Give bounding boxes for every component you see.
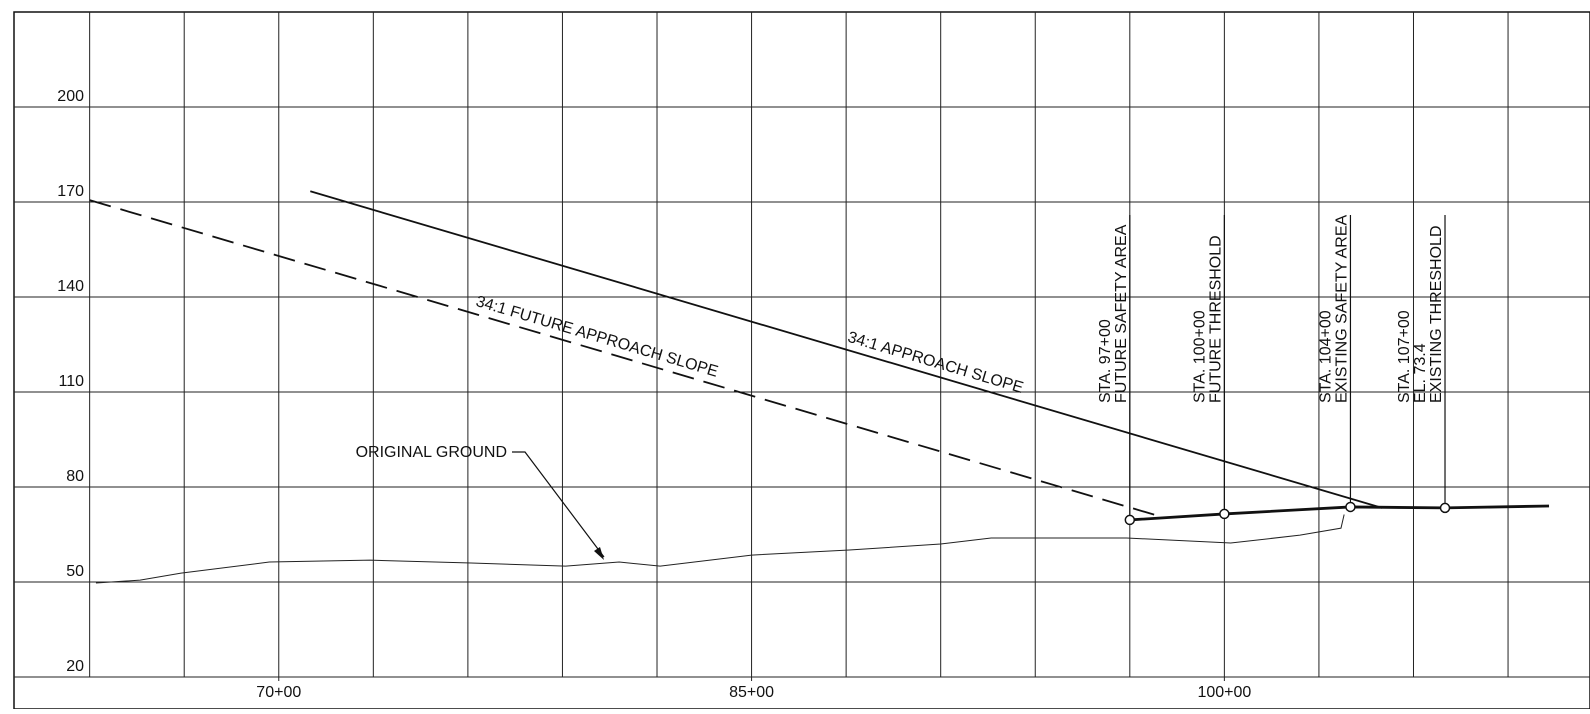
callout-arrow [512, 451, 605, 558]
series-line [1129, 504, 1550, 522]
y-tick-label: 110 [58, 373, 84, 390]
y-tick-label: 80 [66, 468, 84, 485]
callout-arrowhead [594, 547, 604, 560]
approach-slope-label: 34:1 APPROACH SLOPE [846, 329, 1026, 397]
x-tick-label: 85+00 [729, 684, 774, 701]
future-approach-slope-label: 34:1 FUTURE APPROACH SLOPE [474, 293, 720, 381]
original-ground-label: ORIGINAL GROUND [356, 444, 507, 461]
x-tick-label: 100+00 [1197, 684, 1251, 701]
y-tick-label: 170 [57, 183, 84, 200]
series-line [310, 190, 1383, 509]
station-label: STA. 100+00 [1191, 310, 1208, 403]
x-tick-label: 70+00 [256, 684, 301, 701]
y-tick-label: 20 [66, 658, 84, 675]
series-line [89, 199, 1162, 518]
station-marker [1219, 508, 1230, 520]
station-label: STA. 107+00 [1396, 310, 1413, 403]
station-marker [1439, 502, 1451, 514]
station-label: EXISTING SAFETY AREA [1333, 214, 1350, 403]
series-line [95, 514, 1345, 584]
y-tick-label: 200 [57, 88, 84, 105]
station-label: FUTURE SAFETY AREA [1113, 224, 1130, 403]
y-tick-label: 50 [66, 563, 84, 580]
station-marker [1124, 514, 1136, 526]
station-label: EXISTING THRESHOLD [1428, 225, 1445, 403]
station-label: FUTURE THRESHOLD [1207, 235, 1224, 403]
station-label: STA. 97+00 [1097, 319, 1114, 403]
station-marker [1345, 501, 1356, 513]
y-tick-label: 140 [57, 278, 84, 295]
station-label: STA. 104+00 [1317, 310, 1334, 403]
frame [13, 11, 1590, 710]
station-label: EL. 73.4 [1412, 343, 1429, 403]
